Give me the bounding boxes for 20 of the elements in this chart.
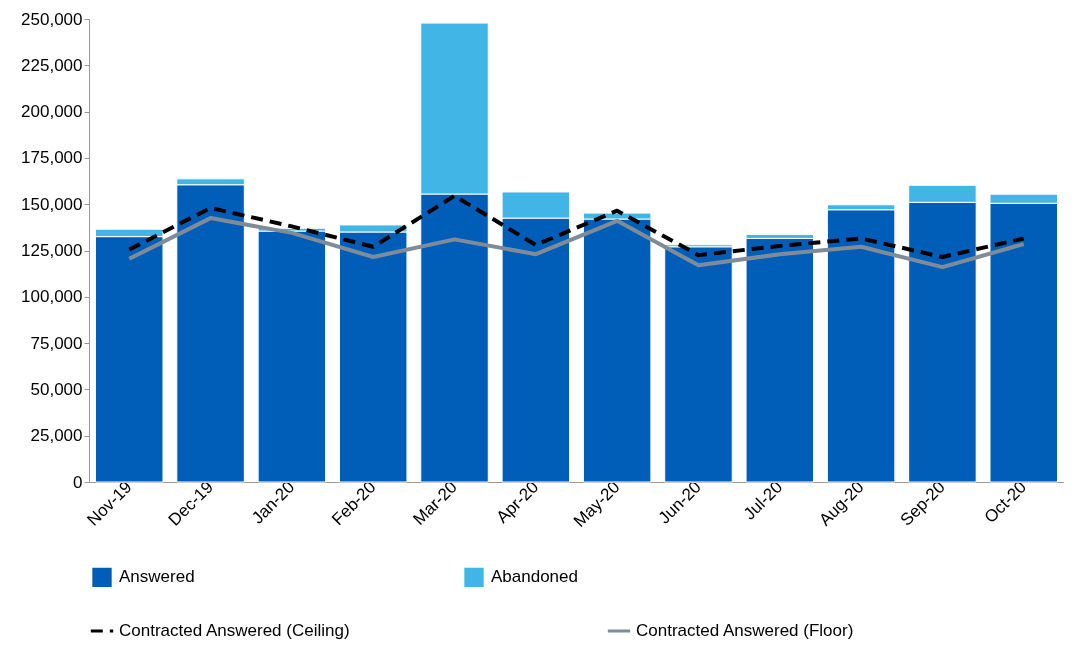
y-tick-label: 200,000 [21,102,83,122]
y-tick-label: 0 [73,472,83,492]
line-series [127,216,1026,270]
y-tick-label: 125,000 [21,241,83,260]
legend-label: Contracted Answered (Ceiling) [119,621,350,640]
legend-label: Answered [119,567,195,587]
y-tick-label: 175,000 [21,148,83,168]
bar [664,246,733,483]
y-tick-label: 50,000 [30,379,83,399]
y-tick-label: 150,000 [21,194,83,214]
y-tick-label: 75,000 [30,333,83,353]
legend-label: Abandoned [491,567,578,587]
y-tick-label: 225,000 [21,55,83,75]
bar [745,237,815,483]
y-tick-label: 250,000 [21,9,83,29]
bar [257,230,327,483]
line-series [127,193,1026,259]
y-tick-label: 100,000 [21,287,83,307]
y-tick-label: 25,000 [30,426,83,446]
legend-label: Contracted Answered (Floor) [636,621,854,640]
